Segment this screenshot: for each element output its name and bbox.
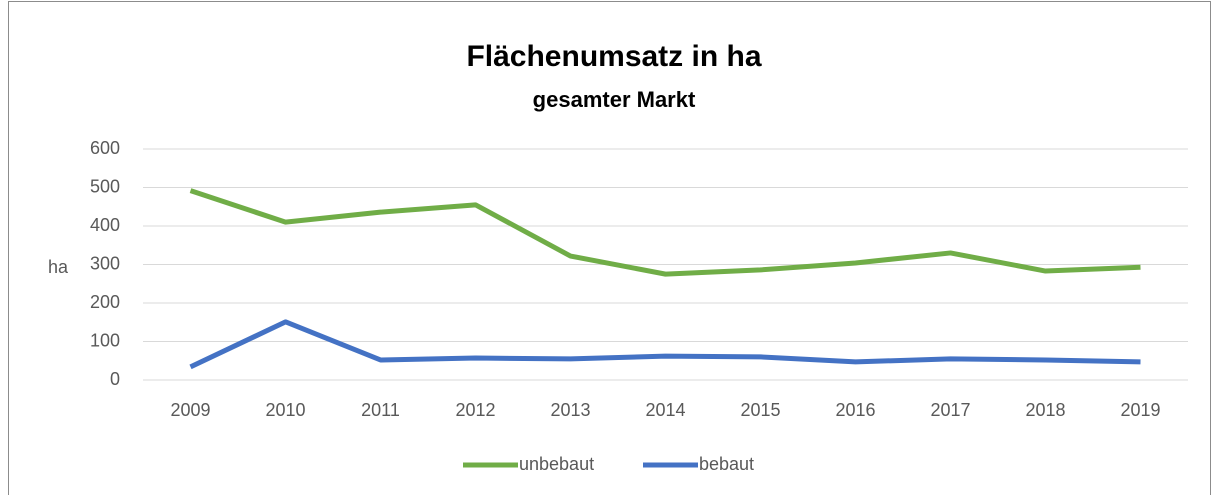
x-tick-label: 2015 [740, 400, 780, 420]
y-tick-label: 400 [90, 215, 120, 235]
x-tick-label: 2016 [835, 400, 875, 420]
chart-border [8, 1, 1211, 495]
x-tick-label: 2017 [930, 400, 970, 420]
y-tick-label: 100 [90, 330, 120, 350]
y-tick-label: 200 [90, 292, 120, 312]
x-tick-label: 2012 [455, 400, 495, 420]
y-tick-label: 0 [110, 369, 120, 389]
x-tick-label: 2010 [265, 400, 305, 420]
x-tick-label: 2014 [645, 400, 685, 420]
x-tick-label: 2019 [1120, 400, 1160, 420]
x-tick-label: 2011 [361, 400, 400, 420]
chart-subtitle: gesamter Markt [533, 87, 696, 112]
x-tick-label: 2013 [550, 400, 590, 420]
series-line [189, 319, 1141, 370]
y-tick-label: 300 [90, 253, 120, 273]
y-tick-label: 500 [90, 176, 120, 196]
legend-label: bebaut [699, 454, 754, 474]
chart-title: Flächenumsatz in ha [466, 40, 761, 73]
legend-label: unbebaut [519, 454, 594, 474]
x-tick-label: 2009 [170, 400, 210, 420]
y-tick-label: 600 [90, 138, 120, 158]
series-line [189, 188, 1141, 277]
x-tick-label: 2018 [1025, 400, 1065, 420]
y-axis-label: ha [48, 257, 69, 277]
